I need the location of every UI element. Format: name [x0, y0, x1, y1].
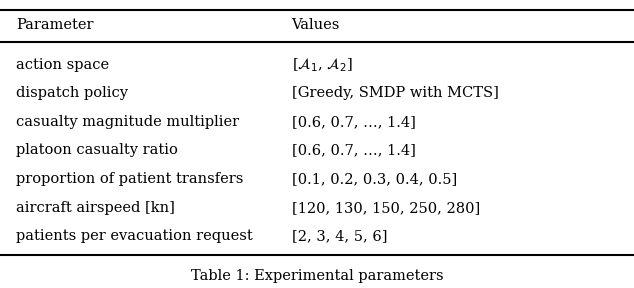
Text: patients per evacuation request: patients per evacuation request — [16, 229, 252, 243]
Text: Table 1: Experimental parameters: Table 1: Experimental parameters — [191, 270, 443, 283]
Text: [0.6, 0.7, …, 1.4]: [0.6, 0.7, …, 1.4] — [292, 115, 415, 129]
Text: [120, 130, 150, 250, 280]: [120, 130, 150, 250, 280] — [292, 201, 480, 215]
Text: Values: Values — [292, 18, 340, 32]
Text: aircraft airspeed [kn]: aircraft airspeed [kn] — [16, 201, 175, 215]
Text: Parameter: Parameter — [16, 18, 93, 32]
Text: casualty magnitude multiplier: casualty magnitude multiplier — [16, 115, 239, 129]
Text: [2, 3, 4, 5, 6]: [2, 3, 4, 5, 6] — [292, 229, 387, 243]
Text: dispatch policy: dispatch policy — [16, 86, 128, 100]
Text: [Greedy, SMDP with MCTS]: [Greedy, SMDP with MCTS] — [292, 86, 498, 100]
Text: [0.1, 0.2, 0.3, 0.4, 0.5]: [0.1, 0.2, 0.3, 0.4, 0.5] — [292, 172, 457, 186]
Text: [0.6, 0.7, …, 1.4]: [0.6, 0.7, …, 1.4] — [292, 143, 415, 158]
Text: action space: action space — [16, 58, 109, 72]
Text: [$\mathcal{A}_1$, $\mathcal{A}_2$]: [$\mathcal{A}_1$, $\mathcal{A}_2$] — [292, 56, 353, 73]
Text: platoon casualty ratio: platoon casualty ratio — [16, 143, 178, 158]
Text: proportion of patient transfers: proportion of patient transfers — [16, 172, 243, 186]
